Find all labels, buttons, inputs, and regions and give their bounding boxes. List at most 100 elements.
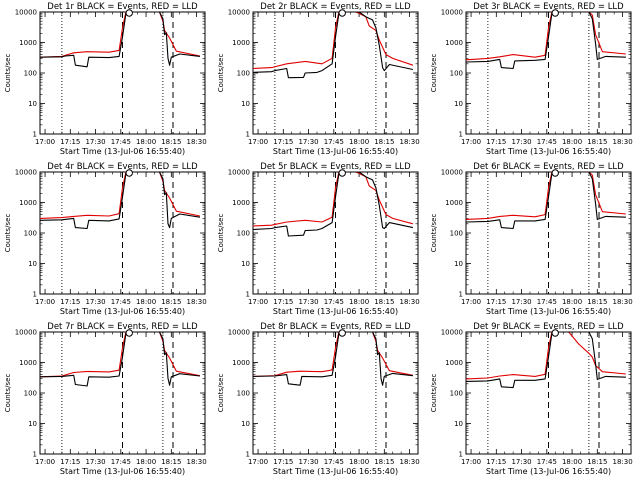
- x-tick-label: 18:00: [349, 138, 369, 146]
- panel-2: Det 2r BLACK = Events, RED = LLD 1 10 100 10…: [217, 2, 420, 156]
- x-axis-label: Start Time (13-Jul-06 16:55:40): [486, 307, 611, 316]
- x-tick-label: 17:15: [486, 458, 506, 466]
- series-events: [40, 332, 200, 387]
- y-tick-label: 1: [459, 131, 463, 139]
- x-tick-label: 18:30: [399, 298, 419, 306]
- panel-title: Det 5r BLACK = Events, RED = LLD: [260, 162, 411, 172]
- panel-1: Det 1r BLACK = Events, RED = LLD 1 10 100 10…: [4, 2, 207, 156]
- panel-title: Det 1r BLACK = Events, RED = LLD: [47, 2, 198, 12]
- y-tick-label: 1: [246, 131, 250, 139]
- x-tick-label: 17:15: [273, 458, 293, 466]
- y-tick-label: 1000: [232, 359, 250, 367]
- x-tick-label: 18:30: [612, 138, 632, 146]
- x-tick-label: 17:45: [324, 458, 344, 466]
- x-tick-label: 18:00: [562, 458, 582, 466]
- x-tick-label: 18:30: [186, 138, 206, 146]
- x-tick-label: 17:15: [60, 298, 80, 306]
- y-tick-label: 1000: [232, 199, 250, 207]
- panel-title: Det 7r BLACK = Events, RED = LLD: [47, 322, 198, 332]
- y-tick-label: 1: [33, 131, 37, 139]
- y-tick-label: 10000: [228, 9, 250, 17]
- y-tick-label: 10: [241, 420, 250, 428]
- y-axis-label: Counts/sec: [430, 54, 438, 93]
- x-tick-label: 17:45: [537, 298, 557, 306]
- y-tick-label: 100: [237, 230, 250, 238]
- series-lld: [40, 332, 201, 378]
- x-tick-label: 17:15: [486, 298, 506, 306]
- x-tick-label: 17:00: [248, 298, 268, 306]
- series-events: [253, 12, 414, 79]
- x-axis-label: Start Time (13-Jul-06 16:55:40): [60, 467, 185, 476]
- series-lld: [40, 172, 201, 219]
- x-tick-label: 17:30: [85, 458, 105, 466]
- x-tick-label: 18:00: [562, 138, 582, 146]
- series-group: [466, 332, 626, 389]
- y-tick-label: 100: [24, 230, 37, 238]
- panel-title: Det 8r BLACK = Events, RED = LLD: [260, 322, 411, 332]
- y-tick-label: 1: [246, 451, 250, 459]
- saturation-marker: [338, 169, 346, 177]
- x-tick-label: 17:45: [537, 138, 557, 146]
- y-tick-label: 10: [454, 420, 463, 428]
- y-tick-label: 1: [459, 451, 463, 459]
- series-group: [253, 332, 414, 386]
- x-tick-label: 18:15: [374, 458, 394, 466]
- x-tick-label: 18:15: [374, 138, 394, 146]
- series-events: [466, 172, 626, 230]
- panel-title: Det 4r BLACK = Events, RED = LLD: [47, 162, 198, 172]
- y-tick-label: 10000: [228, 169, 250, 177]
- y-tick-label: 10: [241, 260, 250, 268]
- panel-title: Det 9r BLACK = Events, RED = LLD: [473, 322, 624, 332]
- y-tick-label: 1: [459, 291, 463, 299]
- x-tick-label: 17:00: [35, 138, 55, 146]
- x-tick-label: 17:30: [298, 458, 318, 466]
- x-tick-label: 18:30: [399, 138, 419, 146]
- panel-9: Det 9r BLACK = Events, RED = LLD 1 10 100 10…: [430, 322, 633, 476]
- x-tick-label: 18:00: [136, 458, 156, 466]
- x-tick-label: 17:30: [511, 458, 531, 466]
- x-tick-label: 17:00: [248, 458, 268, 466]
- x-tick-label: 17:00: [461, 138, 481, 146]
- series-lld: [466, 332, 626, 380]
- y-tick-label: 10000: [228, 329, 250, 337]
- panel-title: Det 6r BLACK = Events, RED = LLD: [473, 162, 624, 172]
- y-tick-label: 100: [237, 390, 250, 398]
- x-tick-label: 18:00: [562, 298, 582, 306]
- y-tick-label: 1000: [445, 359, 463, 367]
- x-tick-label: 18:30: [612, 458, 632, 466]
- saturation-marker: [125, 329, 133, 337]
- panel-3: Det 3r BLACK = Events, RED = LLD 1 10 100 10…: [430, 2, 633, 156]
- x-tick-label: 18:30: [399, 458, 419, 466]
- panel-4: Det 4r BLACK = Events, RED = LLD 1 10 100 10…: [4, 162, 207, 316]
- x-tick-label: 18:30: [612, 298, 632, 306]
- x-tick-label: 17:15: [60, 138, 80, 146]
- x-tick-label: 17:30: [511, 138, 531, 146]
- x-tick-label: 17:30: [298, 298, 318, 306]
- y-tick-label: 10000: [441, 169, 463, 177]
- series-lld: [253, 332, 414, 377]
- y-tick-label: 1: [33, 291, 37, 299]
- series-group: [466, 12, 626, 70]
- x-tick-label: 17:30: [85, 138, 105, 146]
- x-tick-label: 17:15: [60, 458, 80, 466]
- x-tick-label: 18:00: [136, 138, 156, 146]
- series-group: [253, 172, 414, 237]
- y-axis-label: Counts/sec: [4, 214, 12, 253]
- y-tick-label: 10000: [15, 329, 37, 337]
- series-group: [40, 12, 201, 68]
- y-tick-label: 100: [450, 70, 463, 78]
- y-tick-label: 10000: [441, 9, 463, 17]
- x-tick-label: 18:30: [186, 298, 206, 306]
- y-axis-label: Counts/sec: [4, 54, 12, 93]
- series-lld: [466, 12, 626, 61]
- x-tick-label: 17:30: [298, 138, 318, 146]
- x-tick-label: 18:00: [349, 458, 369, 466]
- y-tick-label: 1000: [232, 39, 250, 47]
- y-axis-label: Counts/sec: [217, 214, 225, 253]
- y-tick-label: 1000: [445, 39, 463, 47]
- panel-title: Det 2r BLACK = Events, RED = LLD: [260, 2, 411, 12]
- x-axis-label: Start Time (13-Jul-06 16:55:40): [273, 467, 398, 476]
- saturation-marker: [551, 329, 559, 337]
- y-tick-label: 1: [33, 451, 37, 459]
- x-tick-label: 18:15: [374, 298, 394, 306]
